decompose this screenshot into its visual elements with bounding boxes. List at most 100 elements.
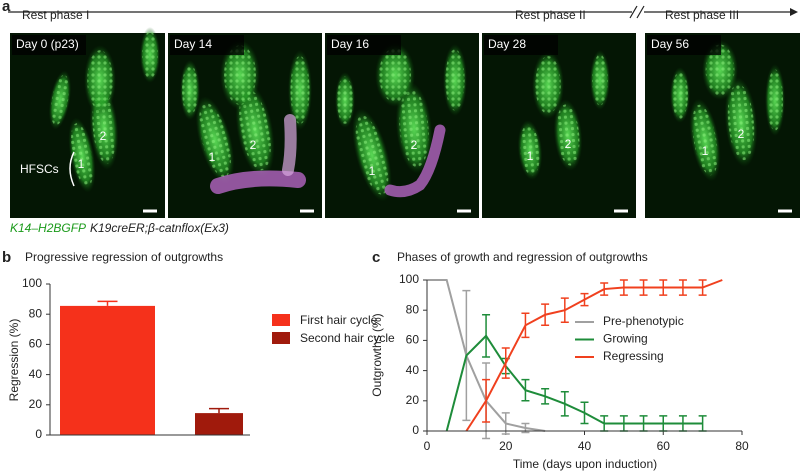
y-axis-label: Regression (%) (7, 319, 21, 402)
label-box (327, 35, 401, 55)
y-tick-label: 100 (22, 276, 42, 290)
panel-label: a (2, 0, 11, 15)
follicle-nuclei (199, 102, 231, 178)
follicle-number: 2 (738, 127, 745, 141)
y-tick-label: 40 (406, 363, 420, 377)
follicle-nuclei (592, 54, 608, 106)
timeline-label: Rest phase III (665, 8, 739, 22)
legend-label: Pre-phenotypic (603, 314, 684, 328)
chart-title: Phases of growth and regression of outgr… (397, 250, 648, 264)
error-bar (580, 401, 589, 425)
legend-swatch (272, 332, 290, 344)
follicle-nuclei (520, 124, 540, 176)
series-line (445, 334, 703, 432)
follicle-nuclei (224, 45, 256, 105)
series-line (465, 279, 723, 432)
y-tick-label: 60 (29, 337, 43, 351)
day-label: Day 28 (488, 37, 526, 51)
follicle-number: 1 (702, 144, 709, 158)
outgrowth (210, 170, 306, 194)
error-bar (639, 279, 648, 296)
y-tick-label: 80 (29, 306, 43, 320)
follicle-nuclei (71, 123, 93, 187)
chart-title: Progressive regression of outgrowths (25, 250, 223, 264)
x-tick-label: 40 (578, 439, 592, 453)
legend-label: First hair cycle (300, 313, 378, 327)
timeline-break (629, 5, 645, 19)
timeline-arrow (790, 8, 798, 16)
follicle-nuclei (87, 50, 113, 110)
y-tick-label: 60 (406, 333, 420, 347)
error-bar (501, 412, 510, 435)
panel-label: b (2, 249, 11, 266)
error-bar (482, 313, 491, 358)
error-bar (659, 279, 668, 296)
label-box (647, 35, 721, 55)
follicle-nuclei (379, 47, 411, 103)
error-bar (209, 407, 229, 414)
outgrowth (282, 114, 297, 176)
error-bar (541, 387, 550, 405)
image-panels: Day 0 (p23) 1 2 Day 14 1 2 Day 16 1 2 Day 28 1 2 Day… (10, 27, 800, 218)
bar (60, 305, 155, 435)
y-tick-label: 100 (399, 272, 419, 286)
y-axis-label: Outgrowths (%) (370, 313, 384, 396)
error-bar (560, 390, 569, 417)
error-bar (501, 347, 510, 379)
y-tick-label: 0 (35, 427, 42, 441)
follicle-nuclei (535, 56, 561, 114)
panel-label: c (372, 249, 380, 266)
error-bar (619, 279, 628, 296)
error-bar (600, 282, 609, 296)
x-tick-label: 80 (735, 439, 749, 453)
follicle-nuclei (705, 44, 735, 96)
day-label: Day 16 (331, 37, 369, 51)
error-bar (560, 297, 569, 324)
follicle-nuclei (556, 104, 580, 166)
follicle-nuclei (355, 115, 389, 195)
label-box (170, 35, 244, 55)
error-bar (521, 378, 530, 402)
error-bar (541, 303, 550, 327)
day-label: Day 14 (174, 37, 212, 51)
follicle-number: 2 (250, 138, 257, 152)
x-axis-label: Time (days upon induction) (513, 457, 657, 471)
legend-swatch (272, 314, 290, 326)
caption: K14–H2BGFP (10, 221, 86, 235)
follicle-number: 1 (209, 150, 216, 164)
x-tick-label: 20 (499, 439, 513, 453)
follicle-nuclei (692, 104, 718, 176)
follicle-nuclei (182, 64, 198, 116)
follicle-nuclei (337, 76, 353, 124)
timeline-label: Rest phase II (515, 8, 586, 22)
legend-label: Growing (603, 332, 648, 346)
follicle-nuclei (672, 71, 688, 119)
error-bar (521, 312, 530, 339)
follicle-nuclei (142, 31, 158, 79)
hfsc-bracket (69, 151, 75, 187)
follicle-nuclei (50, 74, 70, 126)
follicle-number: 1 (78, 157, 85, 171)
y-tick-label: 0 (412, 423, 419, 437)
bar (195, 413, 243, 435)
y-tick-label: 20 (29, 397, 43, 411)
follicle-number: 2 (411, 138, 418, 152)
follicle-nuclei (239, 89, 271, 171)
legend-label: Regressing (603, 349, 664, 363)
follicle-nuclei (445, 49, 465, 111)
x-tick-label: 0 (424, 439, 431, 453)
label-box (484, 35, 558, 55)
error-bar (678, 279, 687, 296)
day-label: Day 56 (651, 37, 689, 51)
legend-label: Second hair cycle (300, 331, 395, 345)
error-bar (482, 378, 491, 423)
y-tick-label: 20 (406, 393, 420, 407)
x-tick-label: 60 (657, 439, 671, 453)
follicle-nuclei (399, 89, 429, 167)
outgrowth (384, 124, 446, 198)
error-bar (698, 279, 707, 296)
follicle-number: 2 (565, 137, 572, 151)
follicle-nuclei (727, 83, 755, 161)
label-box (12, 35, 86, 55)
